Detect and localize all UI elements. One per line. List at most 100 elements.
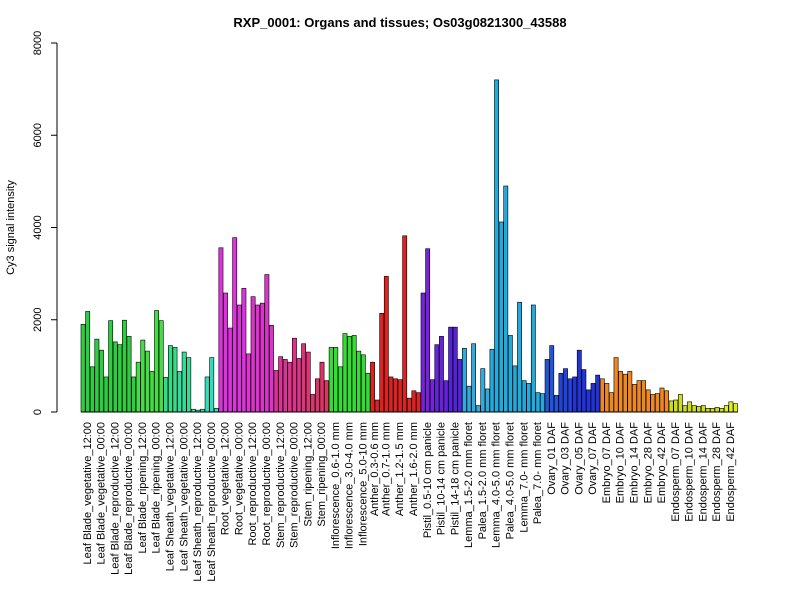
x-tick-label: Inflorescence_3.0-4.0 mm [344,422,356,549]
bar [296,358,302,413]
bar [259,302,265,413]
bar [471,343,477,413]
bar [599,378,605,413]
x-tick-label: Embryo_42 DAF [656,422,668,504]
bar [581,369,587,413]
bar [305,351,311,413]
bar [135,361,141,413]
x-tick-label: Embryo_07 DAF [601,422,613,504]
bar [517,301,522,413]
bar [255,304,261,413]
bar [232,237,238,413]
bar [177,371,182,413]
x-tick-label: Anther_0.3-0.6 mm [369,422,381,516]
bar [269,324,274,413]
bar [507,335,513,413]
bar [650,394,656,413]
bar [85,311,91,413]
bar [406,397,412,413]
bar [673,399,679,413]
bar [723,405,729,413]
y-tick-label: 4000 [32,215,44,239]
x-tick-label: Palea_7.0- mm floret [532,422,544,524]
bar [360,354,366,413]
x-tick-label: Leaf Blade_vegetative_12:00 [82,422,94,565]
bar [563,368,568,413]
x-tick-label: Lemma_4.0-5.0 mm floret [491,422,503,548]
bar [668,400,674,413]
bar [347,336,352,413]
x-tick-label: Endosperm_07 DAF [670,422,682,522]
x-tick-label: Leaf Blade_reproductive_00:00 [123,422,135,575]
bar [292,337,297,413]
x-tick-labels: Leaf Blade_vegetative_12:00 Leaf Blade_ve… [82,422,737,582]
bar [659,387,665,413]
bar [278,356,284,413]
x-tick-label: Embryo_10 DAF [615,422,627,504]
bar [342,333,348,413]
bar [425,248,431,413]
bar [328,347,334,413]
bar [241,288,247,413]
bar [636,380,642,413]
bar [521,380,527,413]
bar [691,405,697,413]
bar [429,379,435,413]
bar [494,79,499,413]
bar [687,401,692,413]
bar [145,350,150,413]
bar [167,345,173,413]
x-tick-label: Pistil_0.5-10 cm panicle [422,422,434,538]
x-tick-label: Root_vegetative_00:00 [233,422,245,535]
bar [654,393,660,413]
bar [365,372,371,413]
bar [209,357,215,413]
bar [223,292,228,413]
bar [383,276,389,413]
x-tick-label: Leaf Sheath_reproductive_12:00 [192,422,204,582]
x-tick-label: Anther_1.6-2.0 mm [408,422,420,516]
bar [457,359,463,413]
bar [149,371,155,413]
x-tick-label: Leaf Sheath_vegetative_12:00 [164,422,176,571]
bar [439,336,444,413]
bar [397,379,403,413]
bar [540,393,545,413]
bar [163,377,169,413]
bar [448,326,454,413]
bar [315,378,320,413]
bar [530,304,536,413]
bar [351,335,357,413]
x-tick-label: Endosperm_10 DAF [684,422,696,522]
x-tick-label: Lemma_7.0- mm floret [518,422,530,533]
y-axis: 0 2000 4000 6000 8000 [32,31,58,415]
bar [553,395,559,413]
bar [204,376,210,413]
bar [645,389,651,413]
x-tick-label: Palea_4.0-5.0 mm floret [504,422,516,539]
x-tick-label: Leaf Sheath_vegetative_00:00 [178,422,190,571]
bar [434,344,440,413]
bar [682,405,688,413]
bar [609,392,614,413]
bar [310,394,316,413]
bar [264,274,270,413]
bar [535,392,541,413]
bar [282,359,288,413]
bar [475,405,481,413]
bar [273,370,279,413]
bar [250,296,256,413]
bar [664,390,669,413]
bar [374,399,380,413]
bar [604,383,610,413]
bar [186,357,192,413]
x-tick-label: Anther_1.2-1.5 mm [394,422,406,516]
x-tick-label: Anther_0.7-1.0 mm [380,422,392,516]
bar [498,221,504,413]
bar [126,336,132,413]
bar [572,376,578,413]
bar [549,345,555,413]
bar [512,365,518,413]
